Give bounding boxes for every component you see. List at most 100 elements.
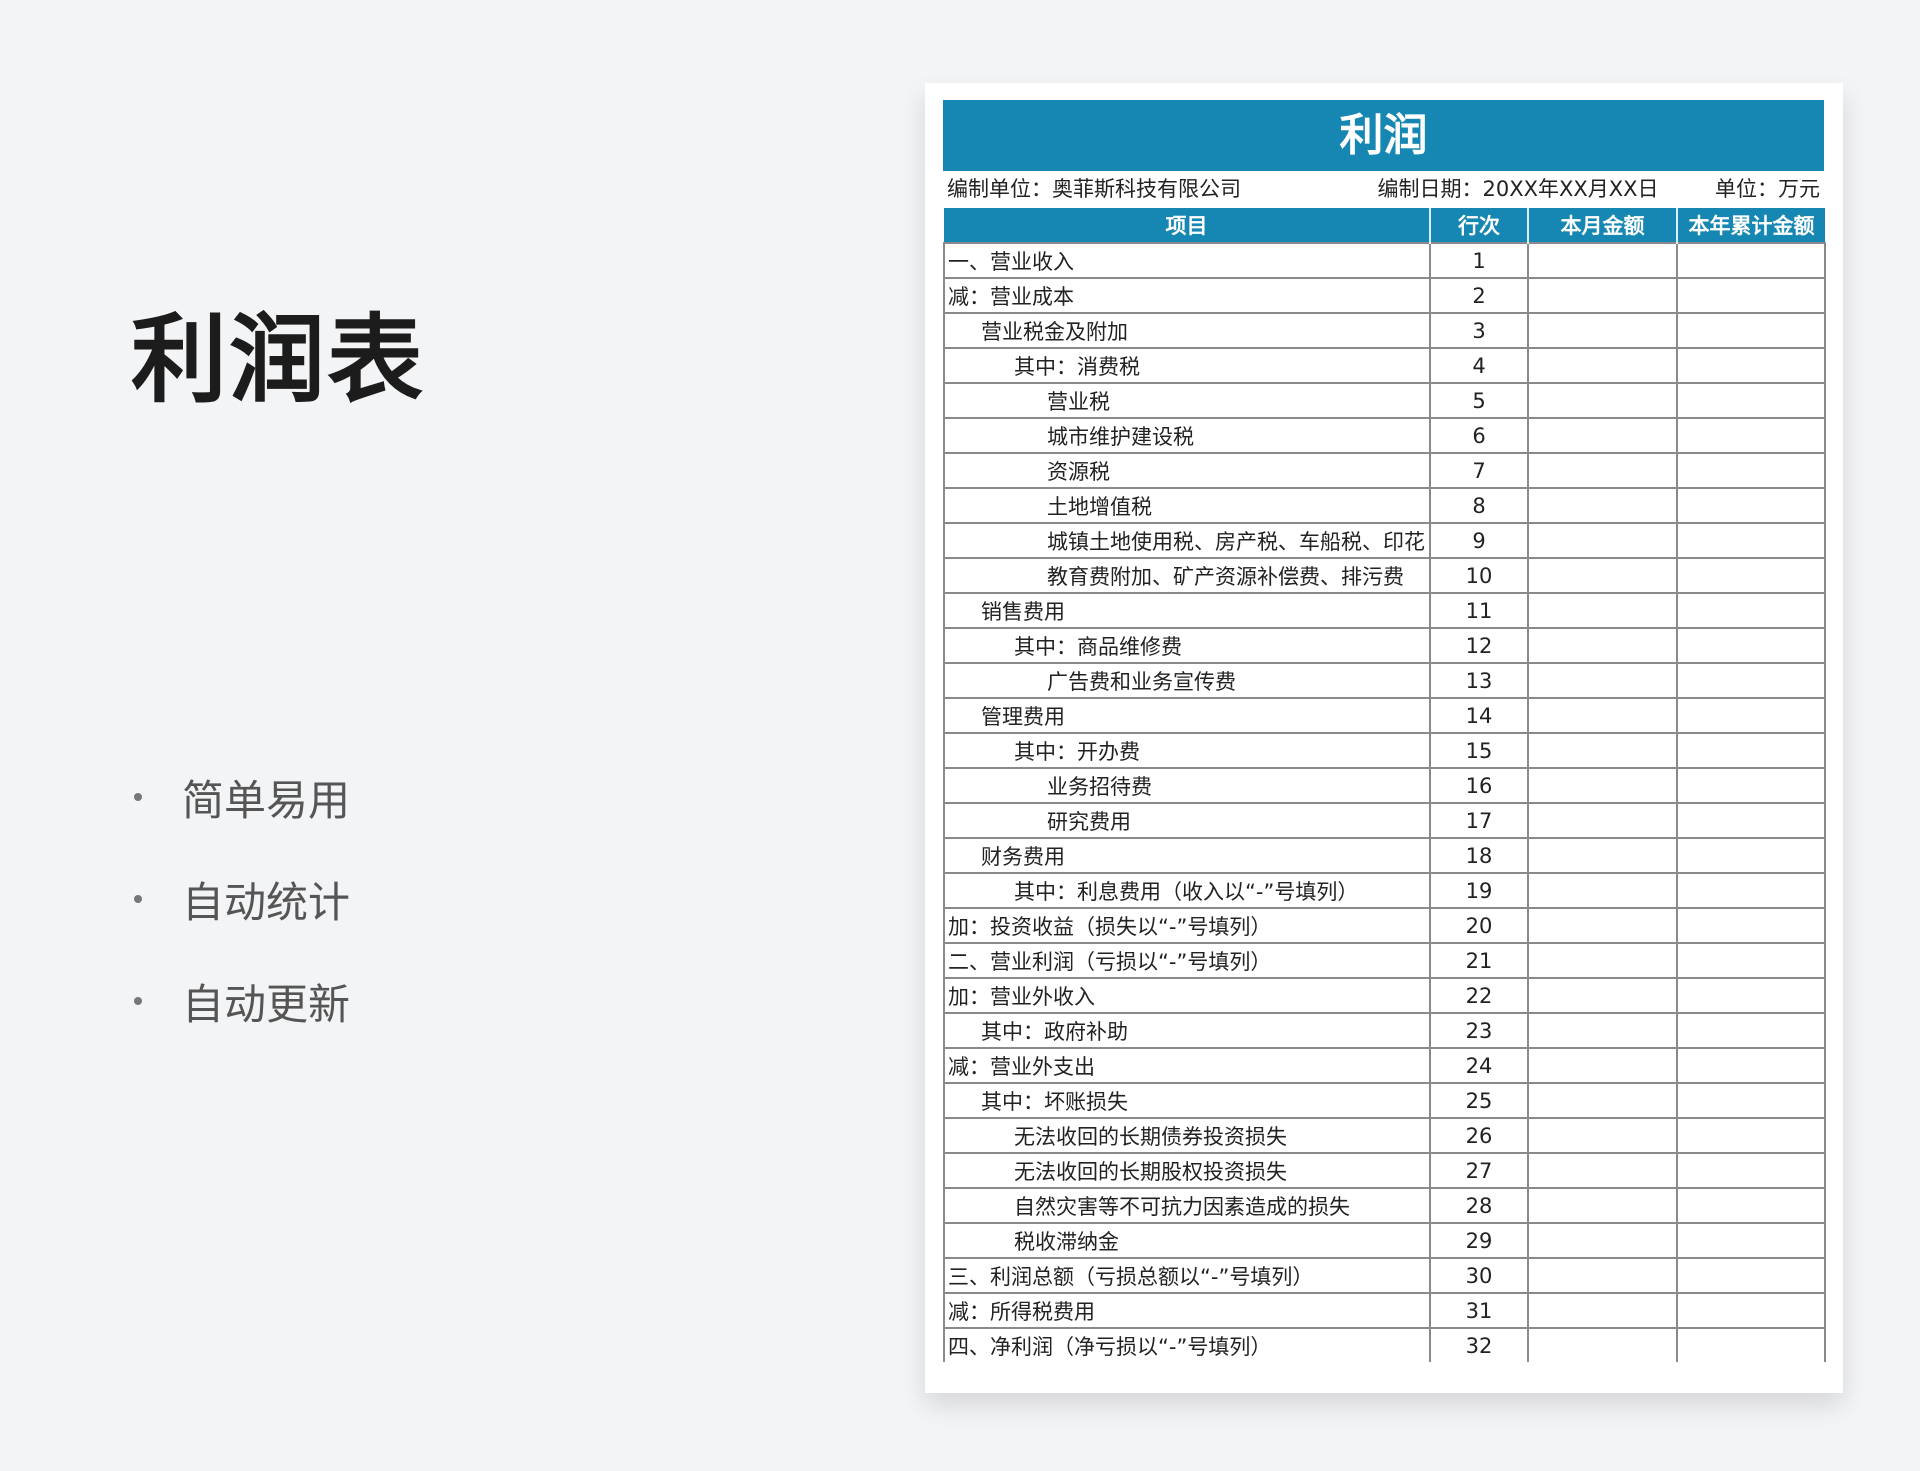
item-cell[interactable]: 一、营业收入 [943,242,1431,279]
item-cell[interactable]: 广告费和业务宣传费 [943,662,1431,699]
line-no-cell[interactable]: 31 [1429,1292,1529,1329]
month-amount-cell[interactable] [1527,522,1678,559]
ytd-amount-cell[interactable] [1676,1082,1826,1119]
month-amount-cell[interactable] [1527,1292,1678,1329]
ytd-amount-cell[interactable] [1676,732,1826,769]
line-no-cell[interactable]: 17 [1429,802,1529,839]
month-amount-cell[interactable] [1527,382,1678,419]
ytd-amount-cell[interactable] [1676,1257,1826,1294]
item-cell[interactable]: 管理费用 [943,697,1431,734]
month-amount-cell[interactable] [1527,1047,1678,1084]
line-no-cell[interactable]: 4 [1429,347,1529,384]
item-cell[interactable]: 研究费用 [943,802,1431,839]
ytd-amount-cell[interactable] [1676,312,1826,349]
ytd-amount-cell[interactable] [1676,627,1826,664]
ytd-amount-cell[interactable] [1676,1222,1826,1259]
line-no-cell[interactable]: 1 [1429,242,1529,279]
line-no-cell[interactable]: 5 [1429,382,1529,419]
line-no-cell[interactable]: 30 [1429,1257,1529,1294]
month-amount-cell[interactable] [1527,592,1678,629]
item-cell[interactable]: 减：所得税费用 [943,1292,1431,1329]
item-cell[interactable]: 财务费用 [943,837,1431,874]
item-cell[interactable]: 销售费用 [943,592,1431,629]
item-cell[interactable]: 加：投资收益（损失以“-”号填列） [943,907,1431,944]
month-amount-cell[interactable] [1527,942,1678,979]
item-cell[interactable]: 无法收回的长期股权投资损失 [943,1152,1431,1189]
item-cell[interactable]: 其中：政府补助 [943,1012,1431,1049]
month-amount-cell[interactable] [1527,1152,1678,1189]
item-cell[interactable]: 其中：坏账损失 [943,1082,1431,1119]
month-amount-cell[interactable] [1527,732,1678,769]
line-no-cell[interactable]: 12 [1429,627,1529,664]
line-no-cell[interactable]: 13 [1429,662,1529,699]
ytd-amount-cell[interactable] [1676,802,1826,839]
line-no-cell[interactable]: 11 [1429,592,1529,629]
month-amount-cell[interactable] [1527,1327,1678,1362]
line-no-cell[interactable]: 22 [1429,977,1529,1014]
line-no-cell[interactable]: 7 [1429,452,1529,489]
month-amount-cell[interactable] [1527,1222,1678,1259]
ytd-amount-cell[interactable] [1676,277,1826,314]
line-no-cell[interactable]: 14 [1429,697,1529,734]
ytd-amount-cell[interactable] [1676,942,1826,979]
line-no-cell[interactable]: 6 [1429,417,1529,454]
month-amount-cell[interactable] [1527,487,1678,524]
line-no-cell[interactable]: 21 [1429,942,1529,979]
ytd-amount-cell[interactable] [1676,1047,1826,1084]
ytd-amount-cell[interactable] [1676,662,1826,699]
month-amount-cell[interactable] [1527,697,1678,734]
month-amount-cell[interactable] [1527,417,1678,454]
ytd-amount-cell[interactable] [1676,1117,1826,1154]
line-no-cell[interactable]: 16 [1429,767,1529,804]
ytd-amount-cell[interactable] [1676,487,1826,524]
month-amount-cell[interactable] [1527,452,1678,489]
item-cell[interactable]: 业务招待费 [943,767,1431,804]
line-no-cell[interactable]: 27 [1429,1152,1529,1189]
ytd-amount-cell[interactable] [1676,417,1826,454]
line-no-cell[interactable]: 19 [1429,872,1529,909]
line-no-cell[interactable]: 29 [1429,1222,1529,1259]
ytd-amount-cell[interactable] [1676,837,1826,874]
ytd-amount-cell[interactable] [1676,557,1826,594]
ytd-amount-cell[interactable] [1676,1152,1826,1189]
month-amount-cell[interactable] [1527,767,1678,804]
month-amount-cell[interactable] [1527,662,1678,699]
line-no-cell[interactable]: 24 [1429,1047,1529,1084]
item-cell[interactable]: 资源税 [943,452,1431,489]
line-no-cell[interactable]: 32 [1429,1327,1529,1362]
line-no-cell[interactable]: 20 [1429,907,1529,944]
line-no-cell[interactable]: 18 [1429,837,1529,874]
month-amount-cell[interactable] [1527,242,1678,279]
ytd-amount-cell[interactable] [1676,522,1826,559]
ytd-amount-cell[interactable] [1676,907,1826,944]
line-no-cell[interactable]: 28 [1429,1187,1529,1224]
month-amount-cell[interactable] [1527,802,1678,839]
ytd-amount-cell[interactable] [1676,452,1826,489]
ytd-amount-cell[interactable] [1676,1012,1826,1049]
line-no-cell[interactable]: 2 [1429,277,1529,314]
month-amount-cell[interactable] [1527,1257,1678,1294]
month-amount-cell[interactable] [1527,837,1678,874]
month-amount-cell[interactable] [1527,347,1678,384]
item-cell[interactable]: 减：营业成本 [943,277,1431,314]
month-amount-cell[interactable] [1527,557,1678,594]
item-cell[interactable]: 自然灾害等不可抗力因素造成的损失 [943,1187,1431,1224]
ytd-amount-cell[interactable] [1676,382,1826,419]
ytd-amount-cell[interactable] [1676,1292,1826,1329]
line-no-cell[interactable]: 10 [1429,557,1529,594]
month-amount-cell[interactable] [1527,907,1678,944]
item-cell[interactable]: 其中：利息费用（收入以“-”号填列） [943,872,1431,909]
line-no-cell[interactable]: 9 [1429,522,1529,559]
month-amount-cell[interactable] [1527,1117,1678,1154]
ytd-amount-cell[interactable] [1676,347,1826,384]
ytd-amount-cell[interactable] [1676,242,1826,279]
item-cell[interactable]: 营业税金及附加 [943,312,1431,349]
item-cell[interactable]: 城镇土地使用税、房产税、车船税、印花 [943,522,1431,559]
ytd-amount-cell[interactable] [1676,977,1826,1014]
item-cell[interactable]: 营业税 [943,382,1431,419]
item-cell[interactable]: 加：营业外收入 [943,977,1431,1014]
month-amount-cell[interactable] [1527,312,1678,349]
month-amount-cell[interactable] [1527,1187,1678,1224]
ytd-amount-cell[interactable] [1676,872,1826,909]
month-amount-cell[interactable] [1527,1012,1678,1049]
